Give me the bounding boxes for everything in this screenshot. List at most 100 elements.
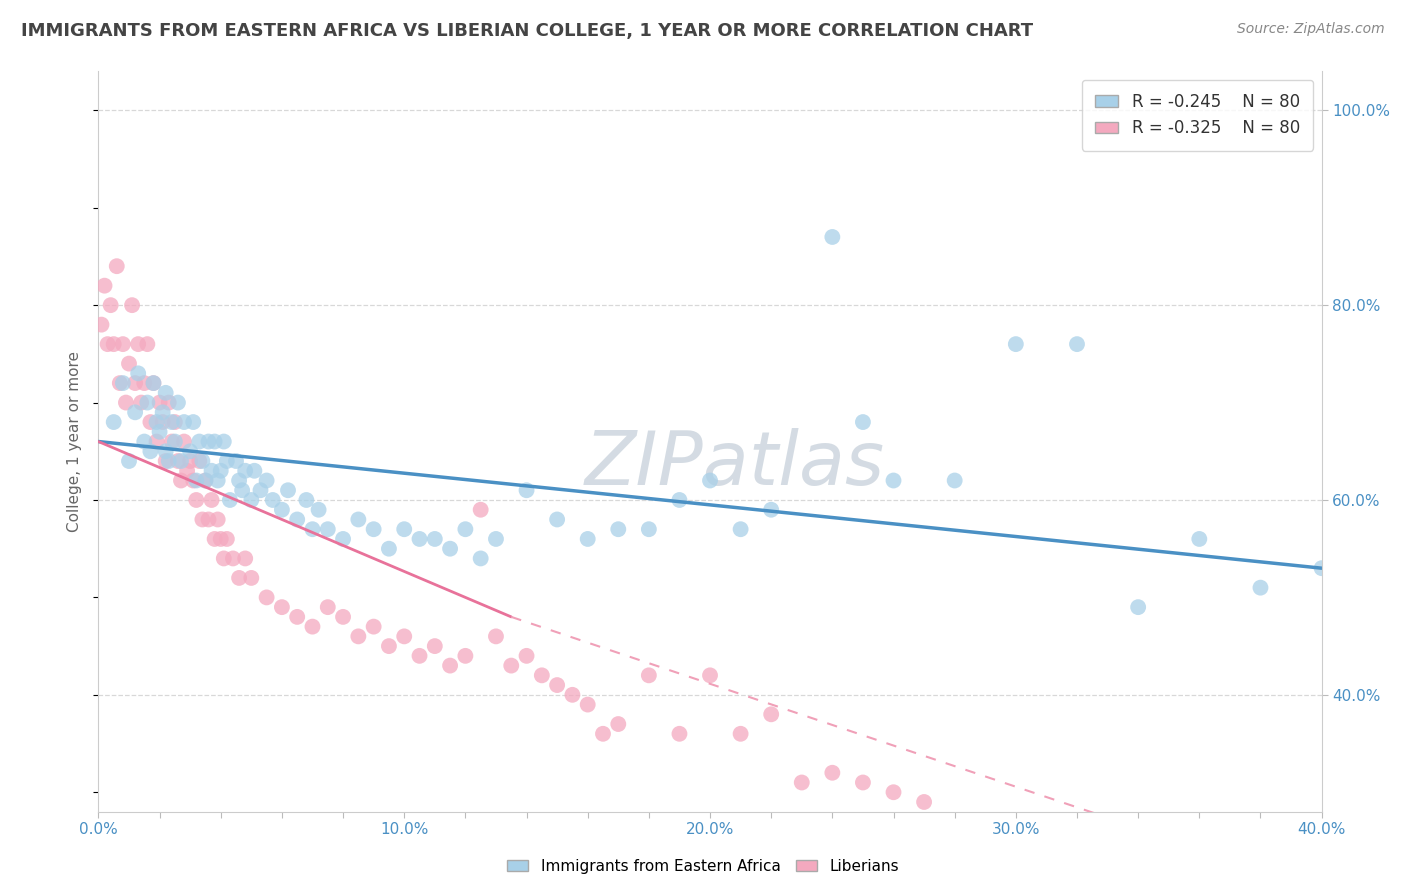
Point xyxy=(197,434,219,449)
Point xyxy=(111,376,134,390)
Point xyxy=(179,444,201,458)
Point xyxy=(285,610,308,624)
Point xyxy=(1310,561,1333,575)
Point xyxy=(1004,337,1026,351)
Point xyxy=(149,395,172,409)
Point xyxy=(121,298,143,312)
Point xyxy=(152,415,174,429)
Point xyxy=(408,532,430,546)
Point xyxy=(219,493,242,508)
Point xyxy=(790,775,813,789)
Legend: Immigrants from Eastern Africa, Liberians: Immigrants from Eastern Africa, Liberian… xyxy=(501,853,905,880)
Point xyxy=(470,502,492,516)
Point xyxy=(139,415,162,429)
Point xyxy=(105,259,128,273)
Point xyxy=(285,512,308,526)
Point xyxy=(163,434,186,449)
Point xyxy=(212,434,235,449)
Point xyxy=(516,648,538,663)
Point xyxy=(204,532,226,546)
Point xyxy=(103,415,125,429)
Point xyxy=(408,648,430,663)
Point xyxy=(759,502,782,516)
Point xyxy=(546,678,568,692)
Point xyxy=(240,493,263,508)
Point xyxy=(170,474,193,488)
Point xyxy=(124,405,146,419)
Point xyxy=(160,415,183,429)
Point xyxy=(546,512,568,526)
Point xyxy=(332,610,354,624)
Point xyxy=(363,522,385,536)
Point xyxy=(103,337,125,351)
Point xyxy=(883,785,905,799)
Point xyxy=(157,454,180,468)
Point xyxy=(301,522,323,536)
Point xyxy=(188,434,211,449)
Point xyxy=(821,230,844,244)
Point xyxy=(454,648,477,663)
Point xyxy=(1249,581,1271,595)
Point xyxy=(470,551,492,566)
Point xyxy=(173,415,195,429)
Point xyxy=(139,444,162,458)
Point xyxy=(308,502,330,516)
Point xyxy=(423,532,446,546)
Point xyxy=(163,415,186,429)
Point xyxy=(943,474,966,488)
Point xyxy=(1066,337,1088,351)
Point xyxy=(155,385,177,400)
Point xyxy=(295,493,318,508)
Point xyxy=(212,551,235,566)
Point xyxy=(576,532,599,546)
Point xyxy=(118,357,141,371)
Point xyxy=(100,298,122,312)
Point xyxy=(124,376,146,390)
Point xyxy=(181,415,204,429)
Point xyxy=(136,395,159,409)
Point xyxy=(176,464,198,478)
Point xyxy=(152,405,174,419)
Point xyxy=(249,483,271,498)
Point xyxy=(200,464,222,478)
Point xyxy=(228,571,250,585)
Point xyxy=(256,474,278,488)
Point xyxy=(332,532,354,546)
Point xyxy=(852,415,875,429)
Point xyxy=(145,415,167,429)
Point xyxy=(155,444,177,458)
Point xyxy=(136,337,159,351)
Point xyxy=(197,512,219,526)
Point xyxy=(181,474,204,488)
Point xyxy=(485,629,508,643)
Text: IMMIGRANTS FROM EASTERN AFRICA VS LIBERIAN COLLEGE, 1 YEAR OR MORE CORRELATION C: IMMIGRANTS FROM EASTERN AFRICA VS LIBERI… xyxy=(21,22,1033,40)
Point xyxy=(378,639,401,653)
Point xyxy=(93,278,115,293)
Point xyxy=(301,620,323,634)
Point xyxy=(222,551,245,566)
Point xyxy=(852,775,875,789)
Point xyxy=(127,337,149,351)
Legend: R = -0.245    N = 80, R = -0.325    N = 80: R = -0.245 N = 80, R = -0.325 N = 80 xyxy=(1081,79,1313,151)
Point xyxy=(256,591,278,605)
Point xyxy=(501,658,523,673)
Point xyxy=(111,337,134,351)
Point xyxy=(167,454,190,468)
Point xyxy=(699,474,721,488)
Point xyxy=(215,532,238,546)
Point xyxy=(243,464,266,478)
Point xyxy=(115,395,138,409)
Point xyxy=(167,395,190,409)
Point xyxy=(607,522,630,536)
Point xyxy=(485,532,508,546)
Point xyxy=(454,522,477,536)
Point xyxy=(209,532,232,546)
Point xyxy=(145,434,167,449)
Point xyxy=(516,483,538,498)
Point xyxy=(200,493,222,508)
Text: Source: ZipAtlas.com: Source: ZipAtlas.com xyxy=(1237,22,1385,37)
Point xyxy=(215,454,238,468)
Point xyxy=(530,668,553,682)
Point xyxy=(699,668,721,682)
Point xyxy=(316,522,339,536)
